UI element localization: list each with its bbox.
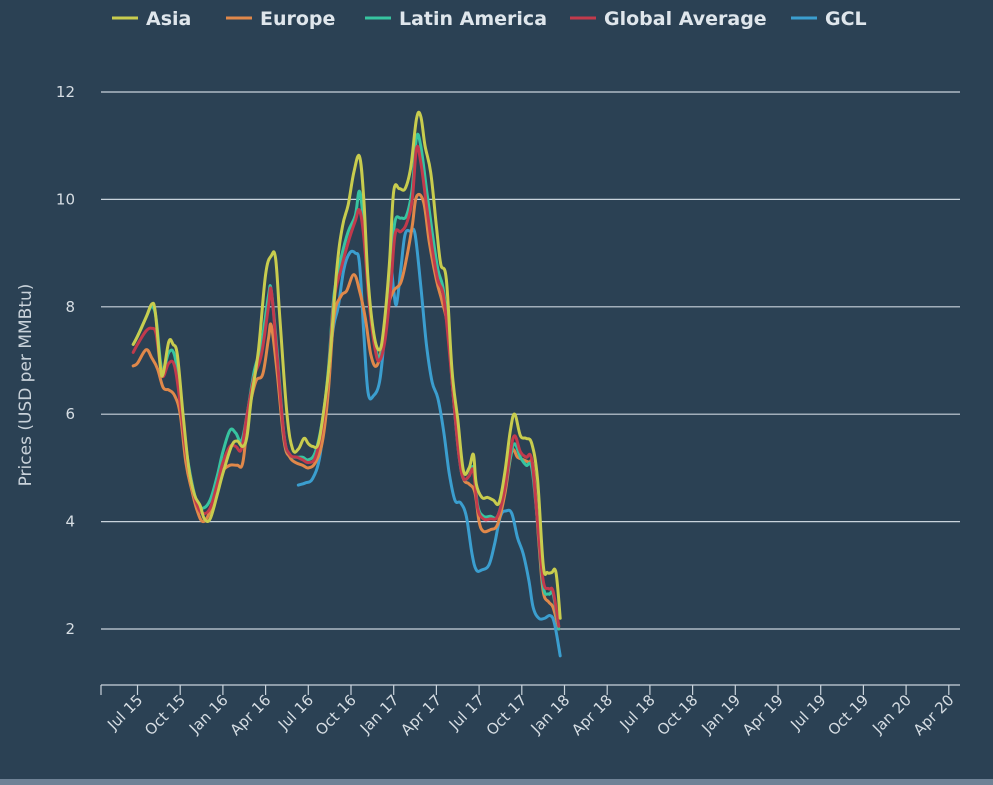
x-tick-label-jul-17: Jul 17 (445, 691, 488, 734)
series-lines (131, 110, 562, 658)
legend-item-latin-america[interactable]: Latin America (365, 8, 547, 30)
x-tick-label-jan-17: Jan 17 (356, 691, 403, 738)
y-tick-label-12: 12 (56, 83, 75, 101)
x-tick-label-jul-19: Jul 19 (786, 691, 829, 734)
series-line-gcl (296, 227, 562, 658)
x-tick-label-oct-19: Oct 19 (824, 691, 872, 739)
y-tick-label-6: 6 (65, 405, 75, 423)
legend-item-europe[interactable]: Europe (226, 8, 335, 30)
legend-item-global-average[interactable]: Global Average (570, 8, 767, 30)
x-tick-label-oct-17: Oct 17 (483, 691, 531, 739)
y-tick-label-8: 8 (65, 298, 75, 316)
x-tick-label-apr-18: Apr 18 (568, 691, 616, 739)
x-tick-label-apr-19: Apr 19 (739, 691, 787, 739)
x-tick-label-jul-15: Jul 15 (103, 691, 146, 734)
x-tick-label-jan-16: Jan 16 (185, 691, 232, 738)
series-line-europe (131, 192, 561, 631)
legend-item-gcl[interactable]: GCL (791, 8, 867, 30)
y-axis-label: Prices (USD per MMBtu) (16, 284, 36, 487)
x-tick-label-oct-15: Oct 15 (141, 691, 189, 739)
x-tick-label-apr-17: Apr 17 (397, 691, 445, 739)
x-tick-label-jan-19: Jan 19 (697, 691, 744, 738)
x-tick-label-apr-20: Apr 20 (910, 691, 958, 739)
legend-label-asia: Asia (146, 8, 191, 30)
y-tick-label-10: 10 (56, 190, 75, 208)
x-tick-label-jul-18: Jul 18 (616, 691, 659, 734)
legend-label-gcl: GCL (825, 8, 867, 30)
y-axis-ticks: 2 4 6 8 10 12 (56, 83, 75, 638)
x-tick-label-apr-16: Apr 16 (226, 691, 274, 739)
legend-item-asia[interactable]: Asia (112, 8, 191, 30)
legend: Asia Europe Latin America Global Average… (112, 8, 867, 30)
x-tick-label-oct-18: Oct 18 (653, 691, 701, 739)
y-tick-label-4: 4 (65, 513, 75, 531)
legend-label-europe: Europe (260, 8, 335, 30)
x-tick-label-jan-18: Jan 18 (527, 691, 574, 738)
x-tick-label-jul-16: Jul 16 (274, 691, 317, 734)
legend-label-global-average: Global Average (604, 8, 767, 30)
series-line-asia (131, 110, 562, 620)
x-tick-label-oct-16: Oct 16 (312, 691, 360, 739)
y-tick-label-2: 2 (65, 620, 75, 638)
x-tick-label-jan-20: Jan 20 (868, 691, 915, 738)
window-bottom-edge (0, 779, 993, 785)
series-line-global-average (131, 144, 561, 628)
gridlines (101, 91, 960, 630)
legend-label-latin-america: Latin America (399, 8, 547, 30)
